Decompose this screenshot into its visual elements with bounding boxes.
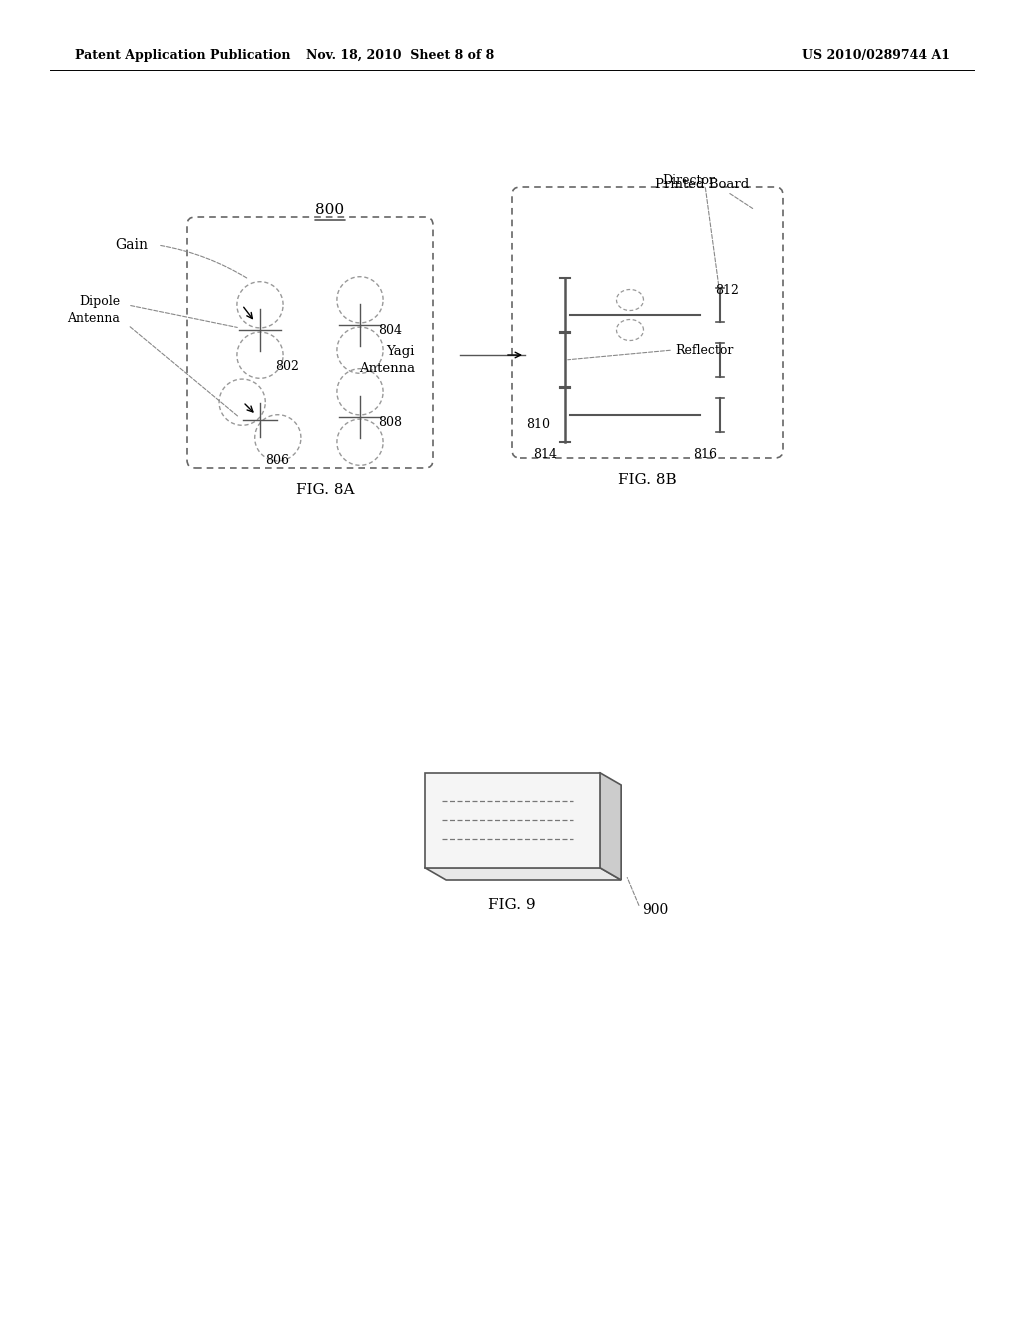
Text: 814: 814 <box>534 449 557 462</box>
Text: 900: 900 <box>642 903 669 917</box>
Polygon shape <box>599 772 622 880</box>
FancyBboxPatch shape <box>512 187 783 458</box>
Polygon shape <box>425 867 622 880</box>
Text: FIG. 8B: FIG. 8B <box>618 473 677 487</box>
Text: Yagi
Antenna: Yagi Antenna <box>358 346 415 375</box>
Text: Reflector: Reflector <box>675 343 733 356</box>
Text: 816: 816 <box>693 449 717 462</box>
Text: 800: 800 <box>315 203 344 216</box>
Text: Gain: Gain <box>115 238 148 252</box>
Text: 804: 804 <box>378 323 402 337</box>
FancyBboxPatch shape <box>187 216 433 469</box>
Text: Patent Application Publication: Patent Application Publication <box>75 49 291 62</box>
Text: 810: 810 <box>526 418 550 432</box>
Text: Director: Director <box>662 173 715 186</box>
Text: 802: 802 <box>275 360 299 374</box>
Text: 806: 806 <box>265 454 289 467</box>
Text: Printed Board: Printed Board <box>655 178 750 191</box>
Text: Nov. 18, 2010  Sheet 8 of 8: Nov. 18, 2010 Sheet 8 of 8 <box>306 49 495 62</box>
Text: FIG. 8A: FIG. 8A <box>296 483 354 498</box>
Text: FIG. 9: FIG. 9 <box>488 898 536 912</box>
Text: 808: 808 <box>378 416 402 429</box>
Text: Dipole
Antenna: Dipole Antenna <box>68 296 120 325</box>
Text: 812: 812 <box>715 284 739 297</box>
Polygon shape <box>425 772 599 867</box>
Text: US 2010/0289744 A1: US 2010/0289744 A1 <box>802 49 950 62</box>
